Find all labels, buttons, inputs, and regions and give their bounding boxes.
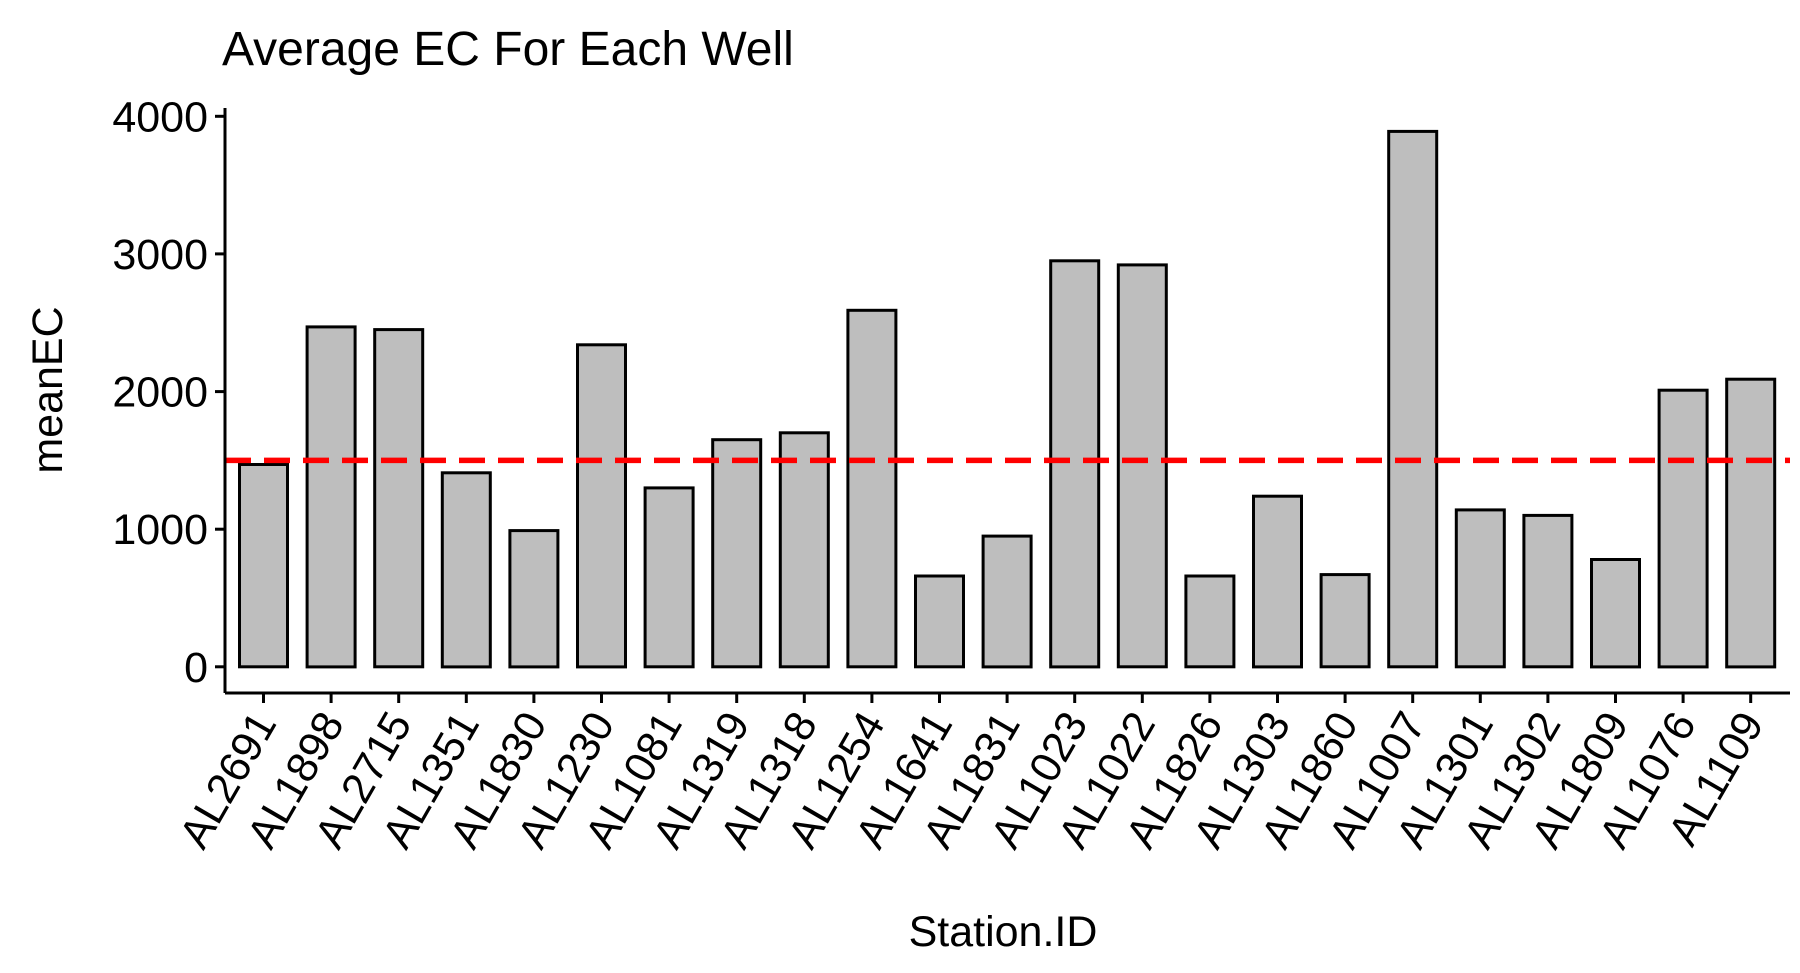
y-tick-label: 0 bbox=[184, 644, 208, 692]
chart-title: Average EC For Each Well bbox=[222, 23, 794, 76]
bar-al2715 bbox=[373, 328, 425, 669]
bar-al1351 bbox=[440, 471, 492, 669]
bar-al1809 bbox=[1590, 558, 1641, 669]
bar-al1826 bbox=[1184, 574, 1236, 669]
bar-al1898 bbox=[305, 325, 357, 669]
bar-al1081 bbox=[643, 486, 695, 669]
bar-al1641 bbox=[914, 574, 965, 669]
bar-al1318 bbox=[778, 431, 830, 669]
bar-al1831 bbox=[981, 534, 1033, 669]
bar-al1830 bbox=[508, 529, 560, 669]
bar-al1303 bbox=[1252, 494, 1303, 669]
bar-al1023 bbox=[1049, 259, 1101, 669]
bar-al1230 bbox=[576, 343, 627, 669]
bar-al1302 bbox=[1522, 513, 1574, 669]
bar-al1301 bbox=[1454, 508, 1506, 669]
plot-area: 01000200030004000AL2691AL1898AL2715AL135… bbox=[112, 93, 1790, 856]
y-tick-label: 1000 bbox=[112, 506, 208, 554]
y-tick-label: 2000 bbox=[112, 369, 208, 417]
x-axis-label: Station.ID bbox=[909, 908, 1098, 956]
y-tick-label: 3000 bbox=[112, 231, 208, 279]
y-axis-label: meanEC bbox=[24, 306, 72, 473]
bar-al1022 bbox=[1116, 263, 1168, 669]
y-tick-label: 4000 bbox=[112, 93, 208, 141]
bar-al1860 bbox=[1319, 573, 1371, 669]
bar-al1109 bbox=[1725, 377, 1777, 669]
bar-al1254 bbox=[846, 308, 898, 669]
bar-al1319 bbox=[711, 438, 763, 669]
bar-al2691 bbox=[238, 463, 289, 669]
bar-al1007 bbox=[1387, 129, 1439, 669]
bar-al1076 bbox=[1657, 388, 1709, 669]
